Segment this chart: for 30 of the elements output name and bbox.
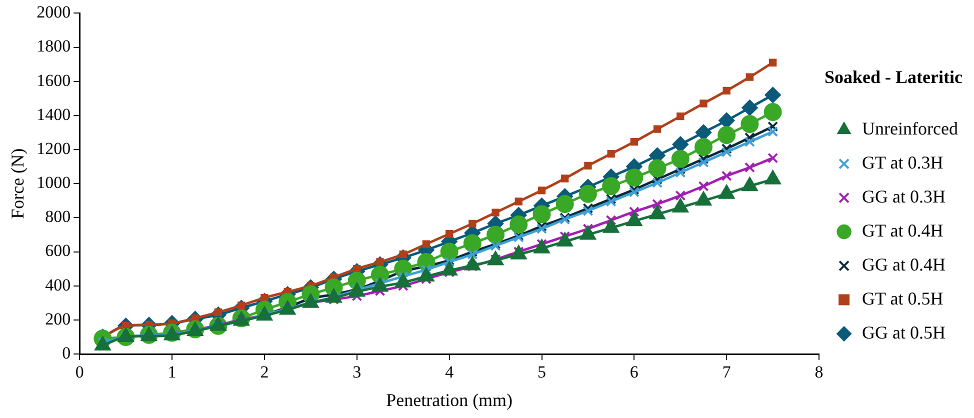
y-tick-label: 200 xyxy=(45,309,71,328)
legend-label: GG at 0.4H xyxy=(862,254,946,275)
y-tick-label: 1000 xyxy=(36,173,71,192)
y-tick-label: 1600 xyxy=(36,70,71,90)
legend-label: GG at 0.5H xyxy=(862,322,946,343)
legend-label: GG at 0.3H xyxy=(862,186,946,207)
y-tick-label: 2000 xyxy=(36,2,71,22)
y-tick-label: 800 xyxy=(45,207,71,226)
x-tick-label: 6 xyxy=(630,362,638,382)
x-tick-label: 8 xyxy=(814,362,824,382)
legend-label: GT at 0.5H xyxy=(862,288,944,309)
legend-label: GT at 0.4H xyxy=(862,220,944,241)
y-tick-label: 1200 xyxy=(36,138,71,158)
x-tick-label: 0 xyxy=(75,362,84,382)
legend-label: GT at 0.3H xyxy=(862,152,944,173)
x-tick-label: 5 xyxy=(538,362,546,382)
y-tick-label: 0 xyxy=(62,343,71,362)
legend-label: Unreinforced xyxy=(862,118,958,139)
legend-title: Soaked - Lateritic xyxy=(824,66,963,87)
y-tick-label: 1800 xyxy=(36,36,71,56)
x-tick-label: 1 xyxy=(168,362,176,382)
y-tick-label: 400 xyxy=(45,275,71,294)
x-tick-label: 3 xyxy=(352,362,362,382)
x-tick-label: 2 xyxy=(260,362,269,382)
y-axis-title: Force (N) xyxy=(8,148,28,219)
y-tick-label: 1400 xyxy=(36,104,71,124)
y-tick-label: 600 xyxy=(45,241,71,260)
x-tick-label: 4 xyxy=(445,362,454,382)
x-axis-title: Penetration (mm) xyxy=(386,390,513,410)
x-tick-label: 7 xyxy=(722,362,732,382)
